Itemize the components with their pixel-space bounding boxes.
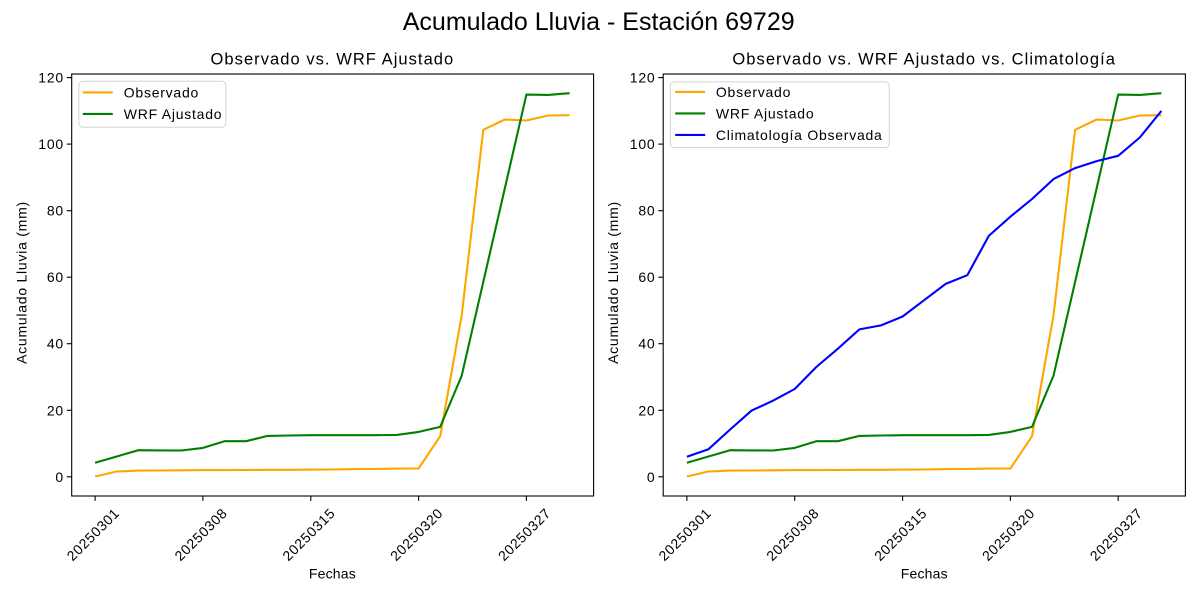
svg-text:Climatología Observada: Climatología Observada bbox=[716, 127, 883, 143]
svg-text:60: 60 bbox=[47, 269, 64, 285]
svg-text:40: 40 bbox=[638, 336, 655, 352]
svg-text:Observado: Observado bbox=[716, 84, 791, 100]
svg-text:20: 20 bbox=[47, 402, 64, 418]
svg-text:Observado vs. WRF Ajustado vs.: Observado vs. WRF Ajustado vs. Climatolo… bbox=[732, 51, 1116, 69]
svg-text:100: 100 bbox=[38, 136, 64, 152]
svg-text:80: 80 bbox=[638, 203, 655, 219]
svg-text:100: 100 bbox=[630, 136, 656, 152]
svg-text:WRF Ajustado: WRF Ajustado bbox=[124, 106, 222, 122]
svg-text:120: 120 bbox=[630, 70, 656, 86]
svg-text:80: 80 bbox=[47, 203, 64, 219]
svg-text:Acumulado Lluvia (mm): Acumulado Lluvia (mm) bbox=[14, 201, 30, 364]
svg-text:60: 60 bbox=[638, 269, 655, 285]
svg-text:Acumulado Lluvia (mm): Acumulado Lluvia (mm) bbox=[605, 201, 621, 364]
svg-text:Observado vs. WRF Ajustado: Observado vs. WRF Ajustado bbox=[211, 51, 455, 69]
svg-text:40: 40 bbox=[47, 336, 64, 352]
svg-text:0: 0 bbox=[55, 469, 64, 485]
svg-text:20: 20 bbox=[638, 402, 655, 418]
svg-text:Fechas: Fechas bbox=[901, 565, 948, 581]
svg-text:120: 120 bbox=[38, 70, 64, 86]
svg-text:Fechas: Fechas bbox=[309, 565, 356, 581]
svg-text:Acumulado Lluvia - Estación 69: Acumulado Lluvia - Estación 69729 bbox=[403, 8, 795, 36]
svg-text:Observado: Observado bbox=[124, 84, 199, 100]
svg-text:WRF Ajustado: WRF Ajustado bbox=[716, 105, 814, 121]
svg-text:0: 0 bbox=[647, 469, 656, 485]
